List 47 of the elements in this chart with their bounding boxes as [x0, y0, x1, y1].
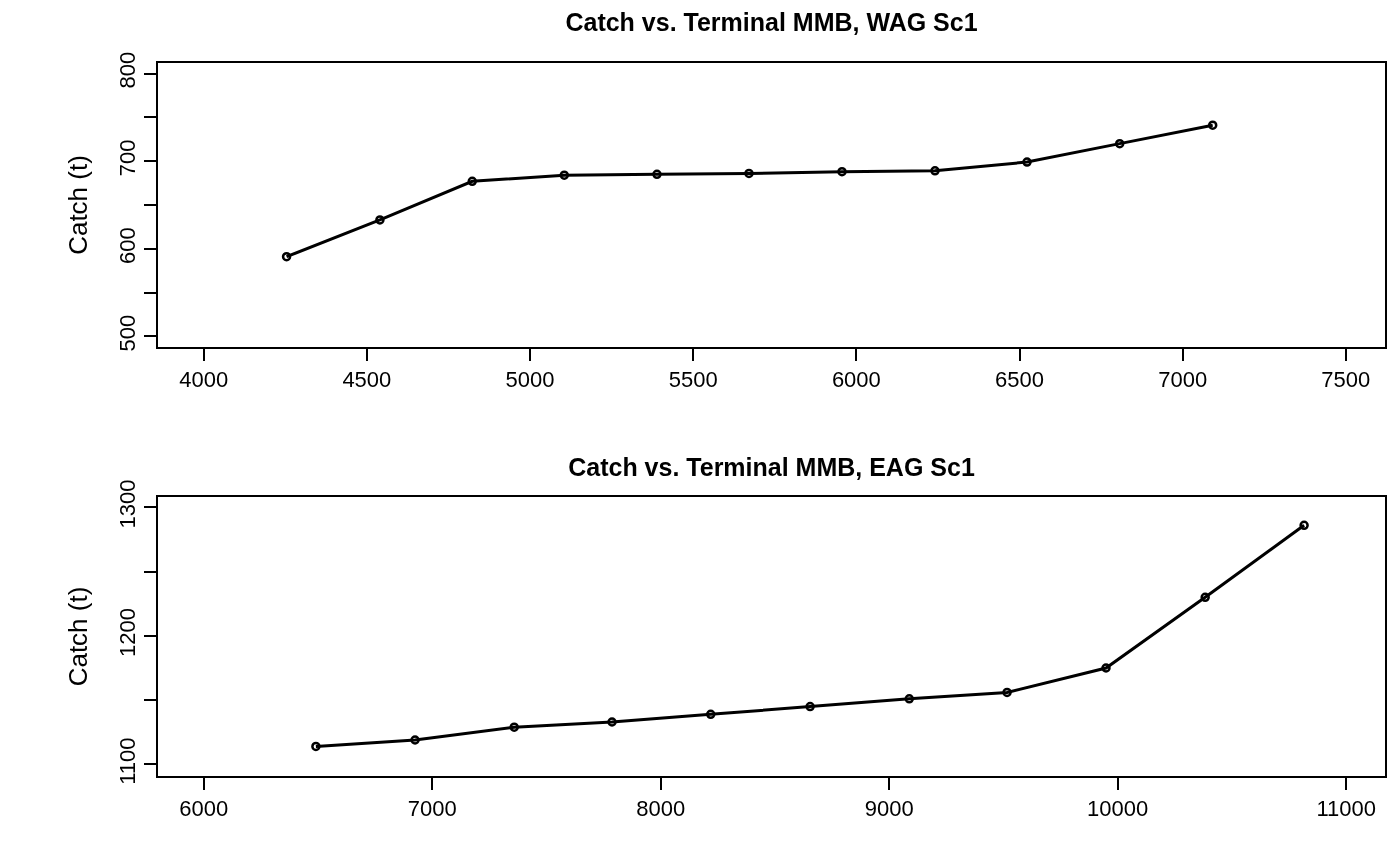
point	[509, 722, 519, 732]
point	[744, 168, 754, 179]
point	[1207, 120, 1218, 130]
x-tick-label: 6500	[995, 367, 1044, 393]
y-tick-label: 600	[115, 227, 141, 264]
point	[1200, 592, 1210, 603]
x-tick-label: 9000	[864, 796, 914, 822]
point	[805, 701, 815, 712]
x-tick-label: 5500	[668, 367, 718, 393]
y-tick-label: 700	[115, 139, 141, 177]
point	[1002, 687, 1012, 698]
point	[311, 741, 321, 752]
y-tick-label: 800	[115, 51, 141, 89]
x-tick-label: 7000	[407, 796, 457, 822]
x-tick-label: 5000	[505, 367, 555, 393]
point	[904, 694, 915, 704]
point	[1114, 138, 1125, 149]
x-tick-label: 8000	[636, 796, 686, 822]
y-tick-label: 1300	[115, 479, 141, 529]
point	[652, 169, 662, 180]
x-tick-label: 11000	[1316, 796, 1376, 822]
point	[837, 166, 847, 177]
point	[467, 176, 478, 187]
x-tick-label: 6000	[831, 367, 881, 393]
chart-title: Catch vs. Terminal MMB, EAG Sc1	[568, 452, 975, 481]
x-tick-label: 7500	[1321, 367, 1371, 393]
point	[410, 735, 420, 745]
y-axis-title: Catch (t)	[63, 586, 94, 687]
point	[1299, 520, 1309, 531]
point	[1101, 663, 1111, 673]
x-tick-label: 4500	[342, 367, 392, 393]
y-tick-label: 1200	[115, 608, 141, 658]
y-axis-title: Catch (t)	[63, 155, 94, 255]
y-tick-label: 1100	[115, 737, 141, 785]
point	[281, 251, 292, 262]
point	[375, 215, 385, 225]
x-tick-label: 10000	[1087, 796, 1149, 822]
y-tick-label: 500	[115, 314, 141, 352]
x-tick-label: 4000	[179, 367, 229, 393]
chart-title: Catch vs. Terminal MMB, WAG Sc1	[565, 7, 978, 36]
x-tick-label: 6000	[179, 796, 229, 822]
x-tick-label: 7000	[1158, 367, 1208, 393]
point	[559, 170, 570, 180]
point	[607, 717, 617, 727]
point	[705, 709, 716, 720]
point	[930, 166, 940, 176]
point	[1022, 157, 1032, 167]
